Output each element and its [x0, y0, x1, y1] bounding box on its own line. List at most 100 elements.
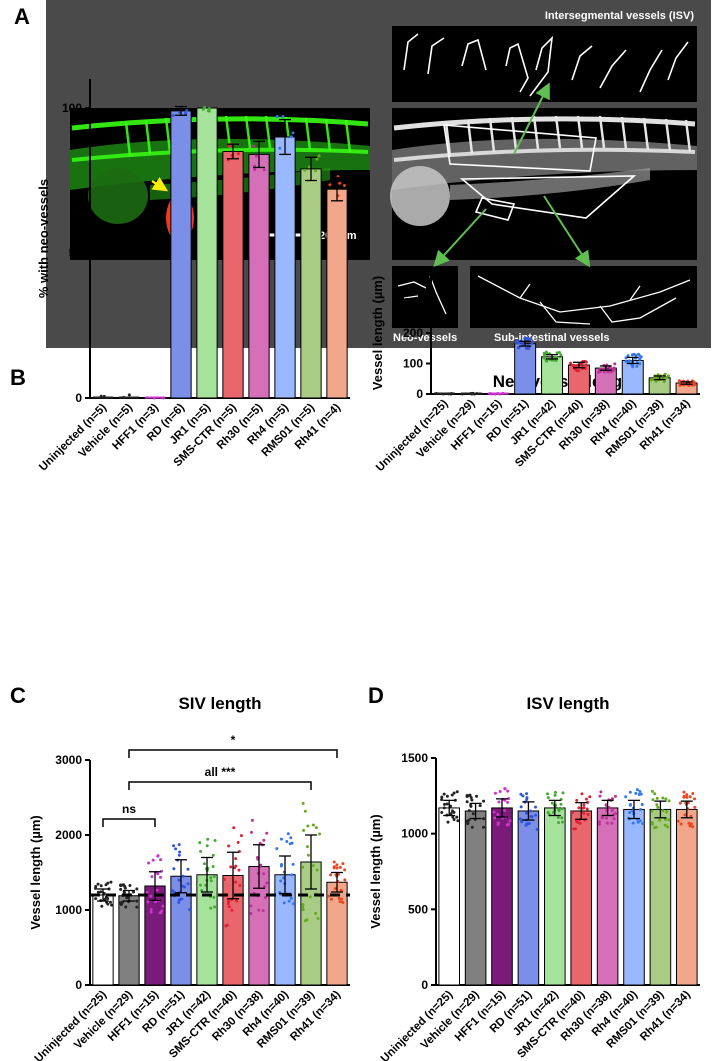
data-point: [447, 392, 451, 396]
bar: [326, 881, 348, 986]
panel-letter-c: C: [10, 683, 26, 708]
data-point: [638, 354, 642, 358]
data-point: [232, 826, 236, 830]
neo-inset-label: Neo-vessels: [393, 332, 457, 344]
data-point: [227, 899, 231, 903]
data-point: [99, 884, 103, 888]
data-point: [525, 792, 529, 796]
data-point: [335, 863, 339, 867]
data-point: [161, 904, 165, 908]
y-tick-label: 1500: [401, 751, 428, 765]
data-point: [442, 792, 446, 796]
data-point: [493, 791, 497, 795]
y-tick-label: 400: [403, 265, 423, 279]
data-point: [535, 827, 539, 831]
data-point: [289, 836, 293, 840]
data-point: [599, 790, 603, 794]
isv-roi-outline: [443, 124, 597, 172]
data-point: [183, 111, 187, 115]
data-point: [584, 360, 588, 364]
data-point: [469, 795, 473, 799]
panel-a: A 200 µm: [14, 0, 711, 348]
data-point: [211, 864, 215, 868]
data-point: [610, 821, 614, 825]
data-point: [691, 825, 695, 829]
data-point: [482, 825, 486, 829]
data-point: [236, 152, 240, 156]
bar: [464, 810, 487, 986]
data-point: [496, 821, 500, 825]
data-point: [626, 354, 630, 358]
data-point: [289, 135, 293, 139]
data-point: [545, 792, 549, 796]
data-point: [655, 796, 659, 800]
data-point: [236, 840, 240, 844]
siv-roi-outline: [459, 175, 637, 219]
y-tick-label: 0: [421, 978, 428, 992]
data-point: [110, 903, 114, 907]
data-point: [188, 908, 192, 912]
data-point: [261, 909, 265, 913]
data-point: [265, 831, 269, 835]
data-point: [174, 847, 178, 851]
data-point: [502, 809, 506, 813]
data-point: [282, 901, 286, 905]
data-point: [679, 822, 683, 826]
data-point: [524, 811, 528, 815]
data-point: [151, 858, 155, 862]
data-point: [206, 837, 210, 841]
chart-siv-length: 0 1000 2000 3000 Vessel length (µm) SIV lengt…: [28, 694, 350, 1061]
y-tick-label: 1000: [401, 827, 428, 841]
data-point: [99, 394, 103, 398]
data-point: [685, 793, 689, 797]
data-point: [306, 853, 310, 857]
y-tick-label: 100: [62, 101, 82, 115]
data-point: [237, 868, 241, 872]
data-point: [181, 874, 185, 878]
data-point: [577, 806, 581, 810]
data-point: [131, 890, 135, 894]
data-point: [303, 809, 307, 813]
data-point: [667, 818, 671, 822]
data-point: [209, 876, 213, 880]
data-point: [181, 884, 185, 888]
data-point: [575, 369, 579, 373]
data-point: [249, 912, 253, 916]
data-point: [154, 900, 158, 904]
data-point: [225, 923, 229, 927]
data-point: [145, 890, 149, 894]
data-point: [339, 888, 343, 892]
data-point: [315, 868, 319, 872]
data-point: [282, 876, 286, 880]
data-point: [172, 867, 176, 871]
data-point: [451, 815, 455, 819]
data-point: [456, 819, 460, 823]
data-point: [292, 902, 296, 906]
data-point: [693, 383, 697, 387]
data-point: [561, 791, 565, 795]
bar: [544, 807, 566, 986]
chart-title: ISV length: [526, 694, 609, 713]
data-point: [689, 822, 693, 826]
data-point: [332, 860, 336, 864]
data-point: [171, 889, 175, 893]
data-point: [638, 819, 642, 823]
data-point: [202, 862, 206, 866]
data-point: [530, 340, 534, 344]
y-axis-label: % with neo-vessels: [36, 179, 51, 298]
data-point: [135, 899, 139, 903]
data-point: [560, 820, 564, 824]
y-axis-label: Vessel length (µm): [368, 814, 383, 928]
data-point: [238, 883, 242, 887]
data-point: [265, 881, 269, 885]
data-point: [597, 822, 601, 826]
data-point: [122, 395, 126, 399]
data-point: [177, 843, 181, 847]
data-point: [534, 813, 538, 817]
data-point: [641, 821, 645, 825]
data-point: [341, 900, 345, 904]
data-point: [161, 396, 165, 400]
data-point: [254, 154, 258, 158]
data-point: [314, 911, 318, 915]
data-point: [327, 894, 331, 898]
